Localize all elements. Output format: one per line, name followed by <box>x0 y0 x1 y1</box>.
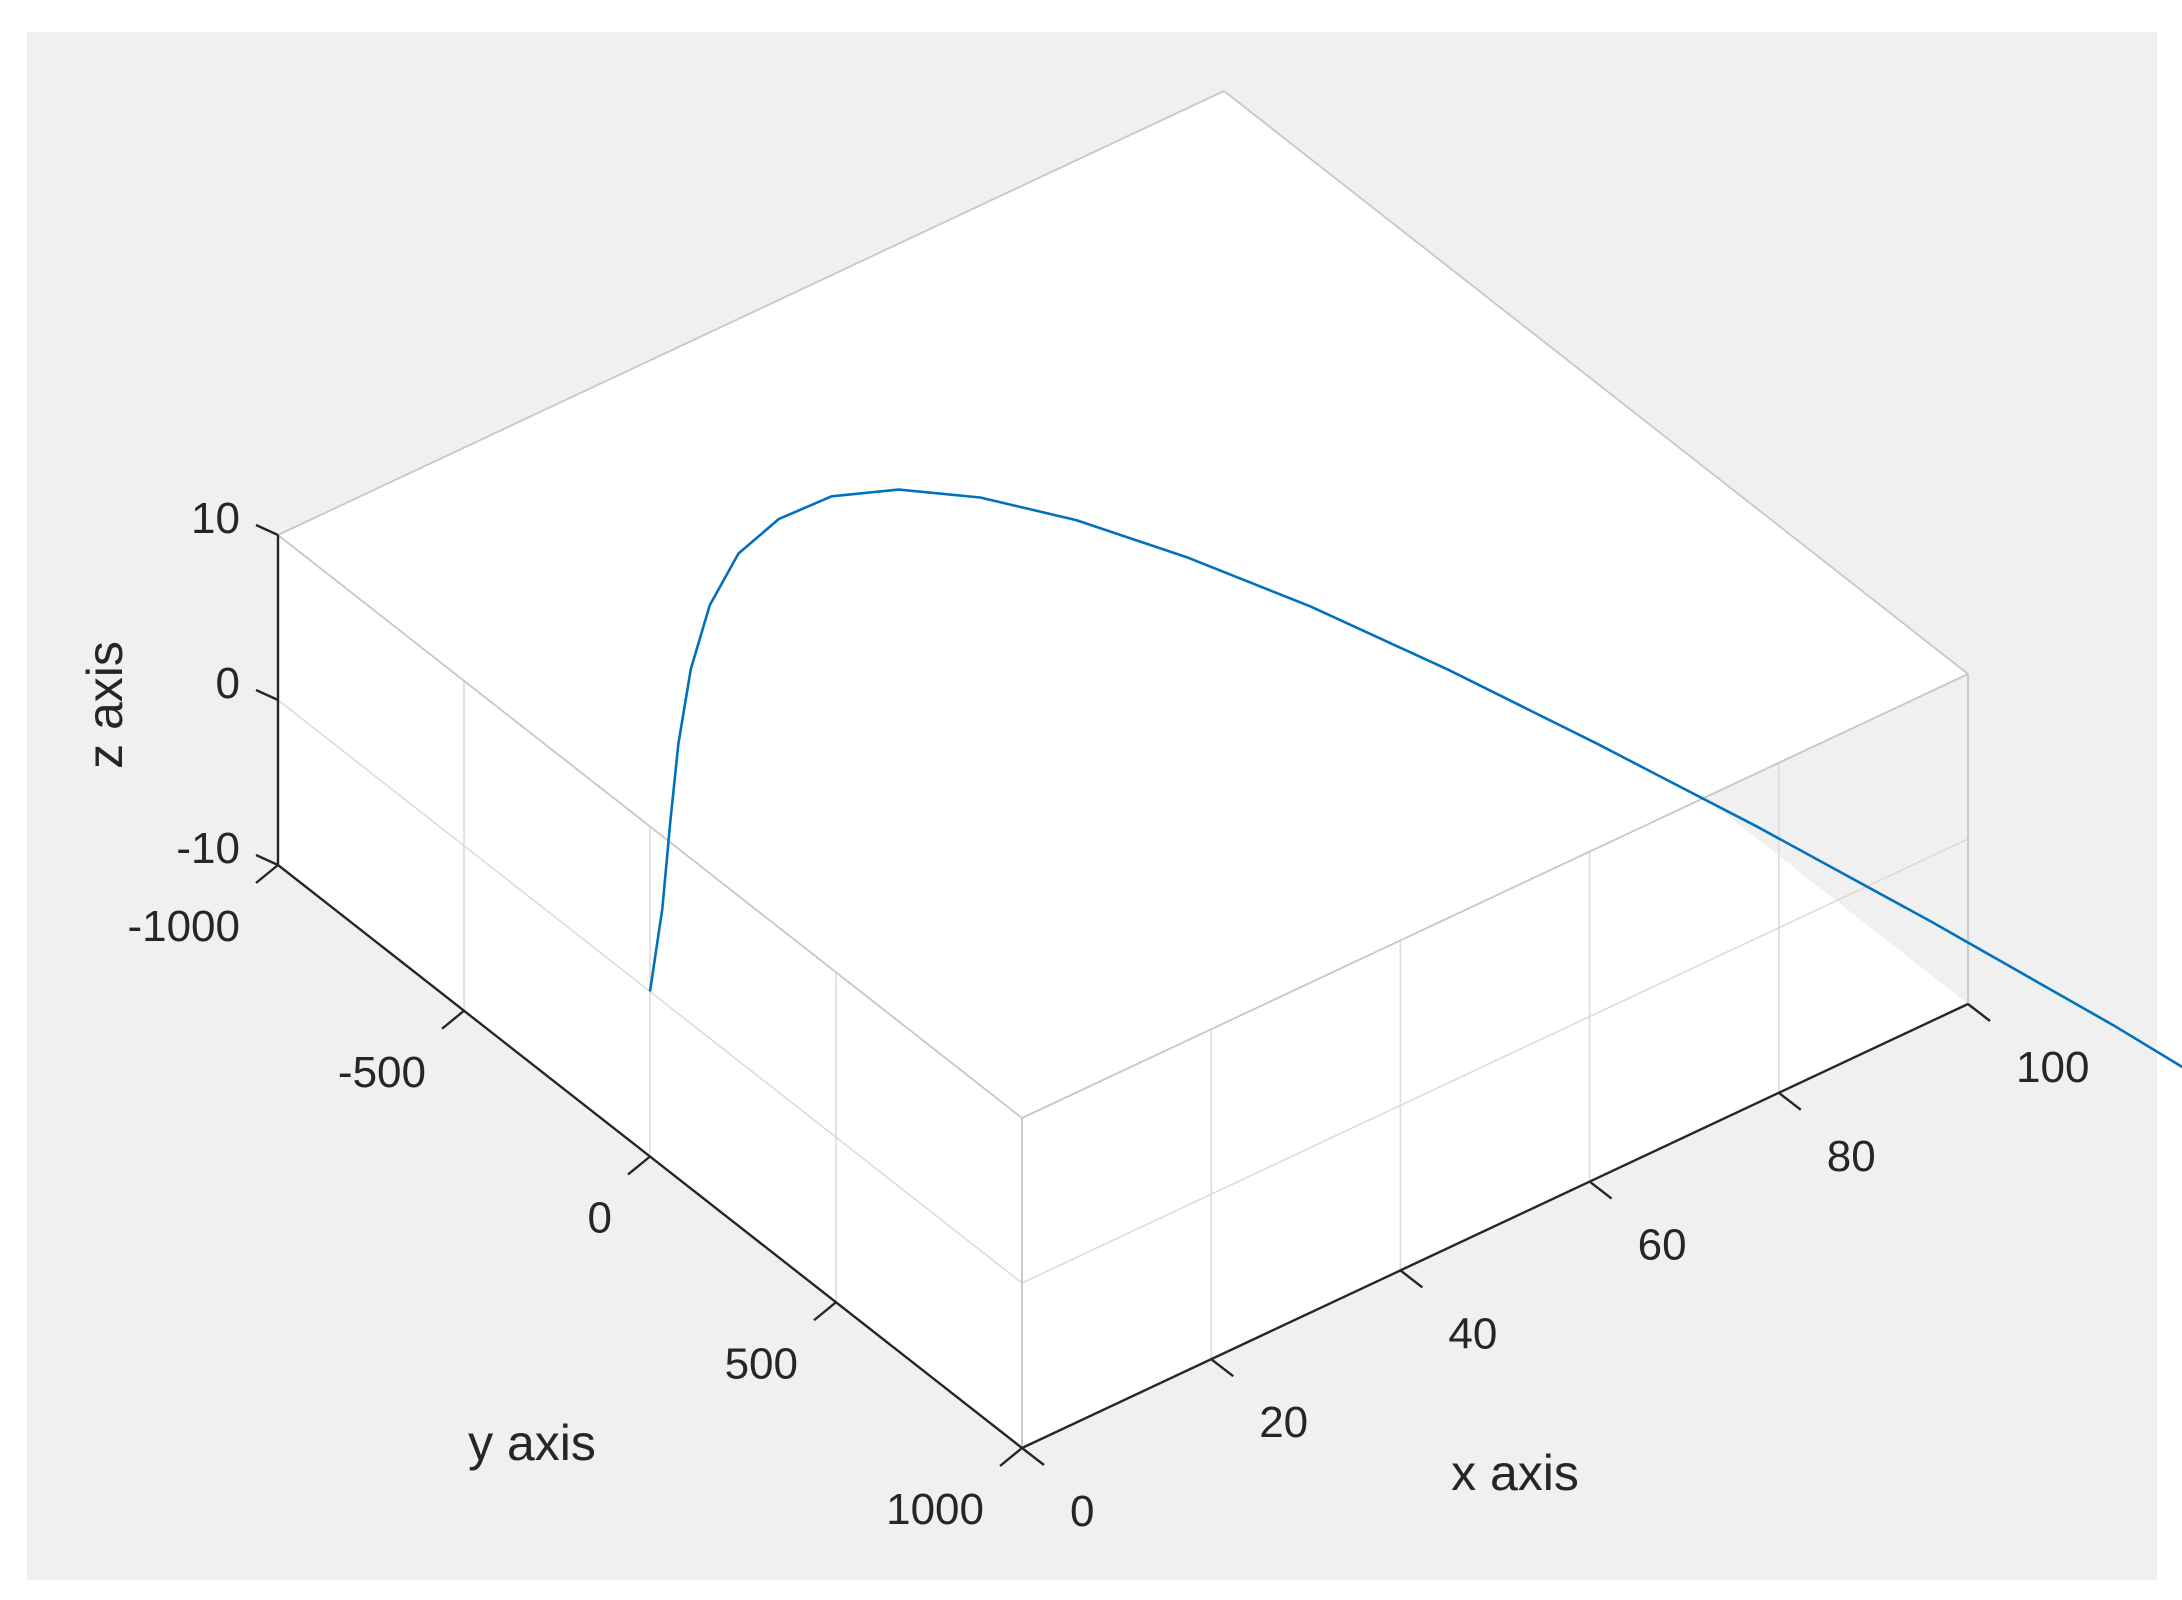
x-tick-mark <box>1210 1358 1234 1378</box>
z-axis-label: z axis <box>77 641 133 769</box>
y-tick-label: 0 <box>588 1194 612 1243</box>
y-tick-mark <box>255 864 279 884</box>
x-tick-label: 20 <box>1259 1398 1308 1447</box>
x-axis-label: x axis <box>1451 1445 1579 1501</box>
y-tick-mark <box>627 1155 651 1176</box>
y-tick-mark <box>999 1447 1023 1467</box>
y-axis-label: y axis <box>468 1415 596 1471</box>
axes-box-edge <box>277 90 1225 536</box>
axes-box-edge <box>1021 673 1969 1119</box>
x-tick-label: 100 <box>2016 1043 2089 1092</box>
x-tick-mark <box>1778 1091 1802 1111</box>
z-tick-label: -10 <box>176 824 240 873</box>
x-tick-mark <box>1021 1447 1045 1466</box>
z-tick-mark <box>255 523 279 537</box>
z-tick-label: 0 <box>216 659 240 708</box>
y-tick-label: -500 <box>338 1048 426 1097</box>
z-tick-mark <box>255 688 279 702</box>
x-tick-label: 40 <box>1448 1309 1497 1358</box>
x-tick-mark <box>1399 1269 1424 1289</box>
x-tick-label: 80 <box>1827 1132 1876 1181</box>
axes-box-edge <box>1223 90 1969 675</box>
axes-box <box>277 90 1969 1448</box>
y-tick-label: 500 <box>725 1339 798 1388</box>
data-series <box>648 488 2182 1069</box>
gridline-z-front <box>1021 838 1969 1284</box>
z-tick-mark <box>255 853 279 867</box>
x-tick-label: 0 <box>1070 1487 1094 1536</box>
y-tick-mark <box>441 1009 465 1030</box>
z-tick-label: 10 <box>191 494 240 543</box>
axis-rulers <box>255 523 1991 1467</box>
x-tick-mark <box>1588 1180 1613 1200</box>
y-tick-mark <box>813 1301 837 1322</box>
y-tick-label: -1000 <box>127 902 240 951</box>
axes-top-face <box>278 91 1968 1118</box>
x-tick-label: 60 <box>1638 1221 1687 1270</box>
tick-labels: 0 20 40 60 80 100 -1000 -500 0 500 1000 -10 0 10 <box>127 494 2089 1536</box>
x-axis-line <box>1021 1002 1969 1450</box>
x-tick-mark <box>1967 1003 1991 1022</box>
y-tick-label: 1000 <box>886 1485 984 1534</box>
series-line <box>648 488 2182 1069</box>
axes-box-edge <box>277 534 1023 1119</box>
